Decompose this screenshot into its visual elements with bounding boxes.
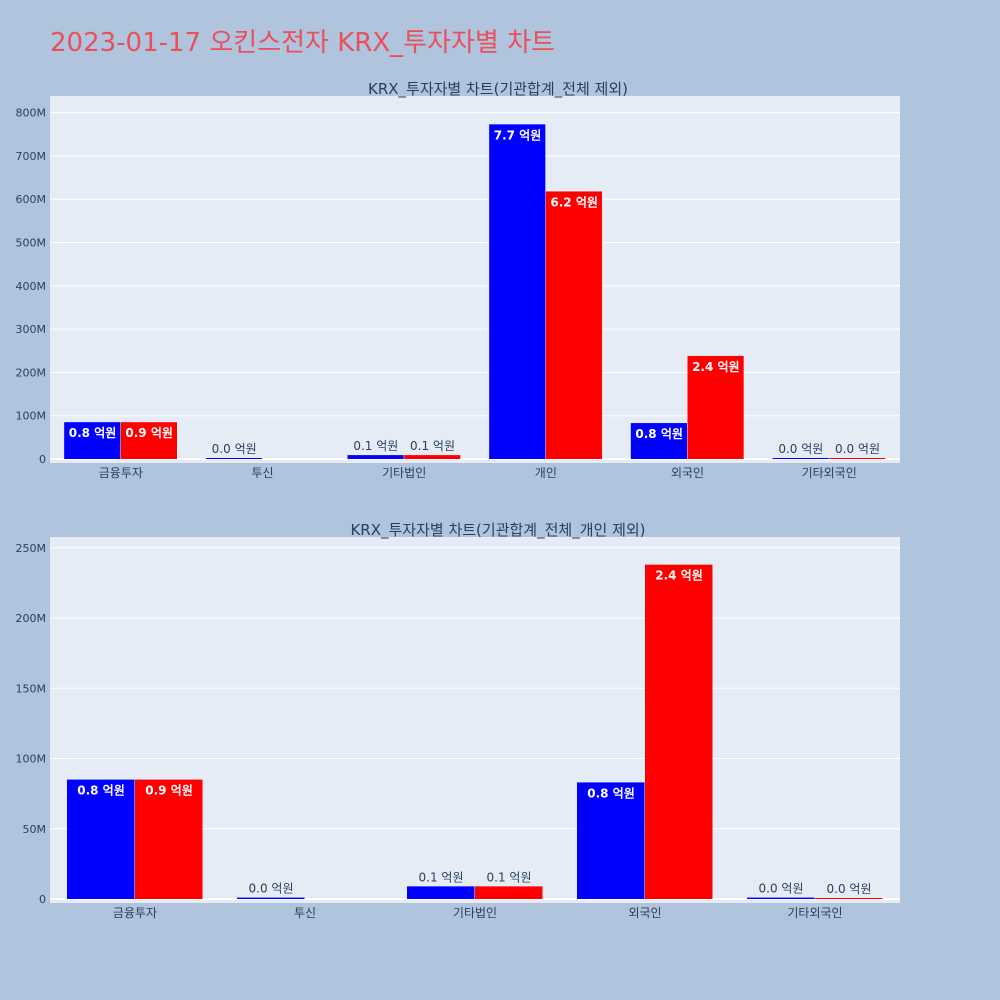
data-label: 0.1 억원 bbox=[419, 870, 464, 884]
y-tick-label: 0 bbox=[39, 453, 46, 466]
y-tick-label: 600M bbox=[16, 193, 47, 206]
bar bbox=[747, 897, 815, 899]
data-label: 0.0 억원 bbox=[249, 882, 294, 896]
data-label: 0.8 억원 bbox=[635, 427, 683, 441]
data-label: 7.7 억원 bbox=[494, 128, 542, 142]
x-tick-label: 외국인 bbox=[628, 906, 661, 920]
y-tick-label: 250M bbox=[16, 542, 47, 555]
data-label: 0.8 억원 bbox=[77, 784, 125, 798]
data-label: 2.4 억원 bbox=[655, 569, 703, 583]
y-tick-label: 200M bbox=[16, 612, 47, 625]
data-label: 0.0 억원 bbox=[827, 882, 872, 896]
data-label: 0.8 억원 bbox=[587, 786, 635, 800]
y-tick-label: 0 bbox=[39, 893, 46, 906]
bar bbox=[237, 897, 305, 899]
data-label: 0.0 억원 bbox=[759, 882, 804, 896]
y-tick-label: 700M bbox=[16, 150, 47, 163]
x-tick-label: 기타외국인 bbox=[787, 906, 842, 920]
x-tick-label: 금융투자 bbox=[99, 466, 143, 480]
bar bbox=[67, 779, 135, 899]
y-tick-label: 100M bbox=[16, 753, 47, 766]
y-tick-label: 800M bbox=[16, 107, 47, 120]
data-label: 6.2 억원 bbox=[550, 195, 598, 209]
data-label: 0.0 억원 bbox=[212, 442, 257, 456]
data-label: 0.0 억원 bbox=[835, 442, 880, 456]
bar bbox=[64, 422, 121, 459]
bar bbox=[829, 458, 886, 459]
y-tick-label: 200M bbox=[16, 366, 47, 379]
data-label: 2.4 억원 bbox=[692, 360, 740, 374]
data-label: 0.9 억원 bbox=[145, 784, 193, 798]
data-label: 0.0 억원 bbox=[778, 442, 823, 456]
data-label: 0.9 억원 bbox=[125, 426, 173, 440]
bar bbox=[577, 782, 645, 899]
y-tick-label: 100M bbox=[16, 410, 47, 423]
data-label: 0.1 억원 bbox=[487, 870, 532, 884]
bar bbox=[347, 455, 404, 459]
x-tick-label: 외국인 bbox=[671, 466, 704, 480]
x-tick-label: 투신 bbox=[294, 906, 316, 920]
data-label: 0.1 억원 bbox=[353, 439, 398, 453]
bar bbox=[404, 455, 461, 459]
bar bbox=[772, 458, 829, 459]
bar bbox=[205, 458, 262, 459]
x-tick-label: 기타법인 bbox=[382, 466, 426, 480]
x-tick-label: 개인 bbox=[535, 466, 557, 480]
bar bbox=[545, 191, 602, 459]
bar bbox=[630, 423, 687, 459]
x-tick-label: 투신 bbox=[251, 466, 273, 480]
y-tick-label: 500M bbox=[16, 237, 47, 250]
y-tick-label: 150M bbox=[16, 682, 47, 695]
bar bbox=[475, 886, 543, 899]
chart-title: KRX_투자자별 차트(기관합계_전체 제외) bbox=[368, 80, 628, 99]
y-tick-label: 300M bbox=[16, 323, 47, 336]
chart-title: KRX_투자자별 차트(기관합계_전체_개인 제외) bbox=[350, 521, 645, 540]
x-tick-label: 금융투자 bbox=[113, 906, 157, 920]
bar bbox=[120, 422, 177, 459]
data-label: 0.1 억원 bbox=[410, 439, 455, 453]
bar bbox=[489, 124, 546, 459]
bar bbox=[645, 564, 713, 899]
y-tick-label: 400M bbox=[16, 280, 47, 293]
x-tick-label: 기타법인 bbox=[453, 906, 497, 920]
bar bbox=[407, 886, 475, 899]
bar bbox=[815, 898, 883, 899]
data-label: 0.8 억원 bbox=[69, 426, 117, 440]
plot-area bbox=[50, 96, 900, 463]
y-tick-label: 50M bbox=[23, 823, 47, 836]
x-tick-label: 기타외국인 bbox=[802, 466, 857, 480]
bar bbox=[135, 779, 203, 899]
page-title: 2023-01-17 오킨스전자 KRX_투자자별 차트 bbox=[50, 28, 555, 58]
bar bbox=[687, 355, 744, 459]
